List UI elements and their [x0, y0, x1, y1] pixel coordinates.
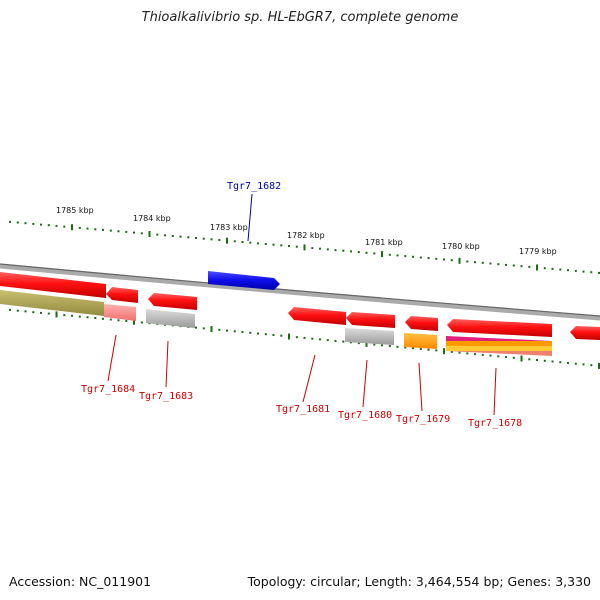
- cog-block-tgr7-1680-gray: [345, 328, 394, 345]
- gene-arrow-tgr7-1681[interactable]: [288, 307, 346, 325]
- cog-block-tgr7-1684-pink: [104, 304, 136, 321]
- gene-arrow-tgr7-1683[interactable]: [148, 293, 197, 310]
- cog-block-tgr7-1683-gray: [146, 309, 195, 328]
- gene-label-tgr7-1683[interactable]: Tgr7_1683: [139, 391, 193, 402]
- gene-arrow-next[interactable]: [570, 326, 600, 340]
- cog-block-tgr7-1678-striped: [446, 336, 552, 356]
- leader-tgr7-1680: [362, 359, 368, 408]
- gene-label-tgr7-1681[interactable]: Tgr7_1681: [276, 404, 330, 415]
- kbp-label-1784: 1784 kbp: [133, 214, 171, 223]
- leader-tgr7-1682: [247, 193, 253, 242]
- accession-text: Accession: NC_011901: [9, 574, 152, 589]
- leader-tgr7-1683: [165, 340, 169, 388]
- kbp-label-1781: 1781 kbp: [365, 238, 403, 247]
- gene-label-tgr7-1684[interactable]: Tgr7_1684: [81, 384, 135, 395]
- leader-tgr7-1681: [302, 354, 316, 403]
- gene-arrow-tgr7-1684[interactable]: [0, 272, 106, 298]
- genome-backbone: [0, 263, 600, 321]
- leader-tgr7-1684: [107, 334, 117, 382]
- leader-tgr7-1678: [493, 367, 497, 416]
- gene-label-tgr7-1678[interactable]: Tgr7_1678: [468, 418, 522, 429]
- gene-arrow-tgr7-1682[interactable]: [208, 271, 280, 290]
- kbp-label-1785: 1785 kbp: [56, 206, 94, 215]
- gene-tgr7-1682[interactable]: [208, 271, 280, 290]
- kbp-label-1779: 1779 kbp: [519, 247, 557, 256]
- kbp-label-1783: 1783 kbp: [210, 223, 248, 232]
- cog-block-tgr7-1679-orange: [404, 333, 437, 349]
- kbp-label-1780: 1780 kbp: [442, 242, 480, 251]
- gene-arrow-tgr7-1679[interactable]: [405, 316, 438, 331]
- genome-summary-text: Topology: circular; Length: 3,464,554 bp…: [247, 574, 591, 589]
- cog-block-tgr7-1684-olive: [0, 290, 104, 316]
- kbp-label-1782: 1782 kbp: [287, 231, 325, 240]
- gene-arrow-tgr7-1680[interactable]: [346, 312, 395, 328]
- leader-tgr7-1679: [418, 362, 423, 412]
- label-leaders: [107, 193, 497, 416]
- cog-row: [0, 290, 552, 356]
- reverse-strand-cds: [0, 272, 600, 340]
- gene-label-tgr7-1682[interactable]: Tgr7_1682: [227, 181, 281, 192]
- gene-label-tgr7-1680[interactable]: Tgr7_1680: [338, 410, 392, 421]
- map-title: Thioalkalivibrio sp. HL-EbGR7, complete …: [141, 10, 459, 25]
- gene-label-tgr7-1679[interactable]: Tgr7_1679: [396, 414, 450, 425]
- gene-arrow-tgr7-1684b[interactable]: [106, 287, 138, 303]
- outer-tick-ring: [9, 220, 600, 274]
- genome-backbone-edge: [0, 263, 600, 317]
- gene-arrow-tgr7-1678[interactable]: [447, 319, 552, 337]
